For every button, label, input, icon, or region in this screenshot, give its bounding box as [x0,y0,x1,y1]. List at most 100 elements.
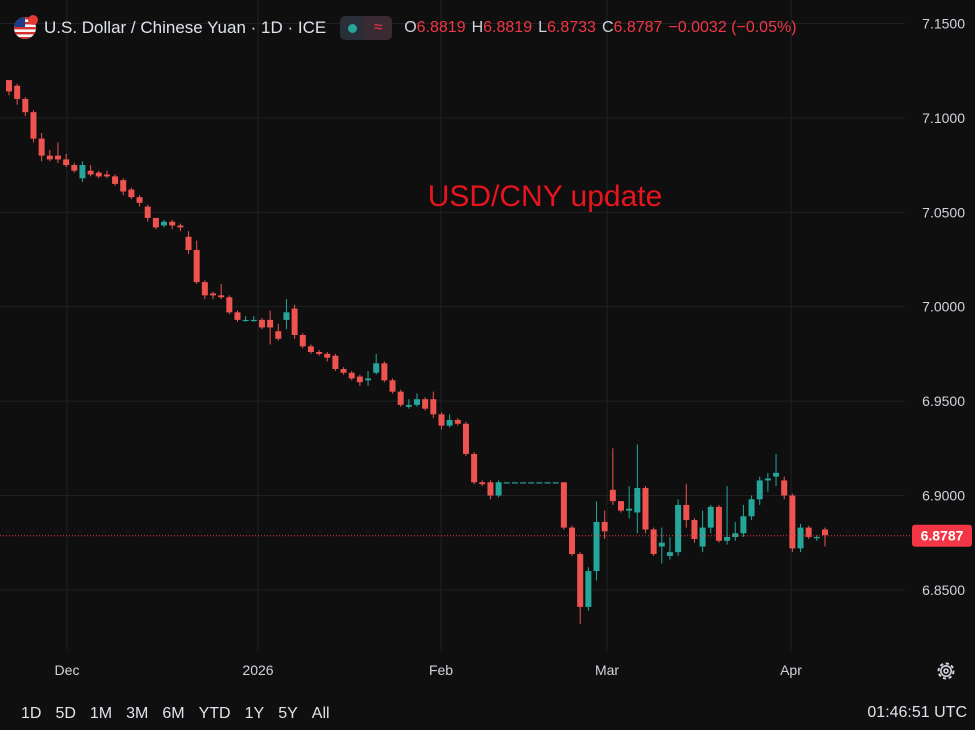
candle [30,110,37,143]
candle-body [161,221,168,226]
candle [683,484,690,528]
candle [511,482,518,484]
candle-body [748,499,755,517]
candle [462,421,469,456]
candle-body [813,537,820,539]
y-tick-label: 6.9500 [922,393,965,409]
candle [46,149,53,162]
candle [764,472,771,492]
candle-body [699,527,706,547]
us-flag-icon [12,15,38,41]
candle [381,361,388,383]
candle-body [642,487,649,530]
utc-clock[interactable]: 01:46:51 UTC [867,704,967,721]
candle [414,393,420,407]
ohlc-low: L6.8733 [538,19,596,36]
candle-body [585,571,592,607]
candlestick-chart[interactable]: 7.1500 7.1000 7.0500 7.0000 6.9500 6.9000 6.85… [0,0,975,698]
candle [569,525,576,556]
candle-body [715,506,722,541]
candle [422,397,429,411]
range-5d[interactable]: 5D [55,705,76,722]
y-tick-label: 7.0500 [922,204,965,220]
candle [487,480,494,500]
range-all[interactable]: All [311,705,330,722]
candle [201,280,208,300]
candle-body [307,346,314,352]
candle [658,527,665,564]
candle [38,132,45,162]
candle-body [201,282,208,296]
candle [593,501,600,581]
candle-body [6,80,12,92]
candle-body [454,419,461,424]
symbol-header: U.S. Dollar / Chinese Yuan · 1D · ICE ≈ … [12,14,797,42]
candle [756,476,763,505]
candle-body [471,453,478,483]
candle [528,482,535,484]
candle [446,414,453,428]
x-tick-label: Dec [55,662,80,678]
candle-body [177,225,184,228]
candle [144,204,151,222]
candle [577,552,584,624]
candle [438,412,445,430]
candle [609,448,616,505]
candle-body [577,554,584,607]
candle [79,161,86,183]
candle [797,523,804,553]
candle [715,504,722,543]
candle [675,499,682,556]
y-tick-label: 7.1500 [922,15,965,31]
candle-body [544,482,551,484]
candle-body [560,482,567,528]
candle-body [666,552,673,556]
candle [373,353,380,375]
candle [63,153,70,167]
candle-body [422,399,429,409]
candle [87,165,94,177]
range-6m[interactable]: 6M [162,705,185,722]
candle-body [487,482,494,496]
candle-body [79,165,86,179]
range-1m[interactable]: 1M [89,705,113,722]
candle-body [675,504,682,553]
candle [291,304,298,339]
candle-body [152,217,159,228]
candle-body [348,372,355,379]
candle-body [381,363,388,381]
status-pill[interactable]: ≈ [340,16,393,40]
symbol-title[interactable]: U.S. Dollar / Chinese Yuan · 1D · ICE [44,18,327,37]
candle-body [38,138,45,156]
candle-body [740,516,747,534]
candle-body [112,176,119,184]
range-5y[interactable]: 5Y [278,705,298,722]
candle [258,318,265,330]
range-1y[interactable]: 1Y [244,705,265,722]
candle [324,351,331,362]
candle [242,316,249,322]
candle-body [87,170,94,175]
candle-body [267,319,274,328]
candle-body [95,172,102,177]
candle-body [724,537,731,541]
candle-body [283,312,290,320]
candle [642,486,649,534]
candle [365,370,372,386]
range-1d[interactable]: 1D [21,705,42,722]
settings-gear-icon[interactable] [935,660,957,682]
candle-body [446,419,453,426]
candle [740,504,747,538]
date-range-selector: 1D 5D 1M 3M 6M YTD 1Y 5Y All [14,705,337,723]
candle [503,482,510,484]
range-3m[interactable]: 3M [126,705,149,722]
candle-body [71,165,78,171]
candle-body [781,480,788,496]
range-ytd[interactable]: YTD [198,705,231,722]
candle-body [397,391,404,405]
candle-body [756,480,763,500]
candle-body [332,355,339,369]
candle-body [618,501,624,511]
candle [332,353,339,371]
candle-body [234,312,241,320]
